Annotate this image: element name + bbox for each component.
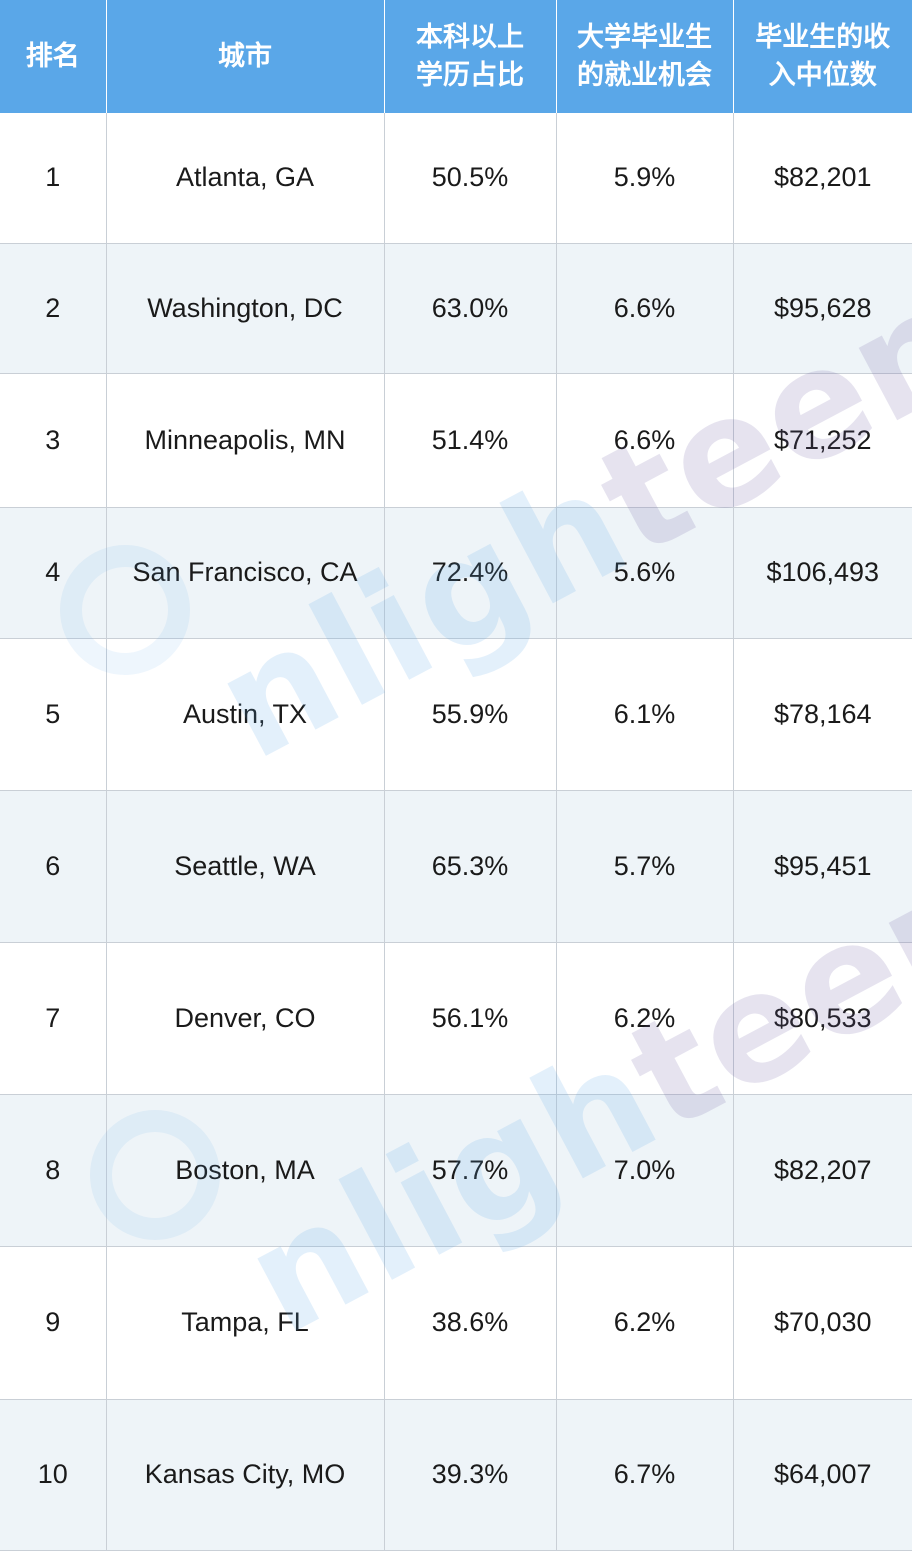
- degree-cell: 51.4%: [384, 373, 557, 508]
- table-row: 10 Kansas City, MO 39.3% 6.7% $64,007: [0, 1399, 912, 1551]
- income-cell: $78,164: [733, 638, 912, 791]
- city-cell: Seattle, WA: [106, 790, 385, 943]
- table-row: 1 Atlanta, GA 50.5% 5.9% $82,201: [0, 113, 912, 244]
- rank-cell: 6: [0, 790, 107, 943]
- degree-cell: 57.7%: [384, 1094, 557, 1247]
- city-cell: Austin, TX: [106, 638, 385, 791]
- rank-cell: 5: [0, 638, 107, 791]
- city-cell: San Francisco, CA: [106, 507, 385, 639]
- city-cell: Tampa, FL: [106, 1246, 385, 1400]
- city-cell: Minneapolis, MN: [106, 373, 385, 508]
- table-row: 5 Austin, TX 55.9% 6.1% $78,164: [0, 638, 912, 791]
- jobs-cell: 7.0%: [556, 1094, 734, 1247]
- jobs-cell: 6.1%: [556, 638, 734, 791]
- jobs-cell: 6.2%: [556, 942, 734, 1095]
- degree-cell: 65.3%: [384, 790, 557, 943]
- city-cell: Kansas City, MO: [106, 1399, 385, 1551]
- header-city: 城市: [106, 0, 385, 113]
- table-body: 1 Atlanta, GA 50.5% 5.9% $82,201 2 Washi…: [0, 113, 912, 1551]
- table-row: 8 Boston, MA 57.7% 7.0% $82,207: [0, 1094, 912, 1247]
- degree-cell: 55.9%: [384, 638, 557, 791]
- degree-cell: 50.5%: [384, 113, 557, 244]
- header-graduate-jobs: 大学毕业生 的就业机会: [556, 0, 734, 113]
- header-degree-share: 本科以上 学历占比: [384, 0, 557, 113]
- degree-cell: 56.1%: [384, 942, 557, 1095]
- jobs-cell: 6.2%: [556, 1246, 734, 1400]
- jobs-cell: 6.6%: [556, 373, 734, 508]
- income-cell: $82,201: [733, 113, 912, 244]
- jobs-cell: 5.7%: [556, 790, 734, 943]
- rank-cell: 8: [0, 1094, 107, 1247]
- rank-cell: 9: [0, 1246, 107, 1400]
- jobs-cell: 6.6%: [556, 243, 734, 374]
- income-cell: $64,007: [733, 1399, 912, 1551]
- rank-cell: 10: [0, 1399, 107, 1551]
- header-row: 排名 城市 本科以上 学历占比 大学毕业生 的就业机会 毕业生的收 入中位数: [0, 0, 912, 113]
- table-row: 7 Denver, CO 56.1% 6.2% $80,533: [0, 942, 912, 1095]
- table-row: 2 Washington, DC 63.0% 6.6% $95,628: [0, 243, 912, 374]
- degree-cell: 38.6%: [384, 1246, 557, 1400]
- rank-cell: 1: [0, 113, 107, 244]
- jobs-cell: 5.6%: [556, 507, 734, 639]
- table-row: 3 Minneapolis, MN 51.4% 6.6% $71,252: [0, 373, 912, 508]
- city-cell: Boston, MA: [106, 1094, 385, 1247]
- income-cell: $70,030: [733, 1246, 912, 1400]
- income-cell: $80,533: [733, 942, 912, 1095]
- jobs-cell: 6.7%: [556, 1399, 734, 1551]
- rank-cell: 7: [0, 942, 107, 1095]
- income-cell: $95,628: [733, 243, 912, 374]
- table-row: 4 San Francisco, CA 72.4% 5.6% $106,493: [0, 507, 912, 639]
- income-cell: $106,493: [733, 507, 912, 639]
- rank-cell: 2: [0, 243, 107, 374]
- city-cell: Atlanta, GA: [106, 113, 385, 244]
- jobs-cell: 5.9%: [556, 113, 734, 244]
- degree-cell: 72.4%: [384, 507, 557, 639]
- table-row: 6 Seattle, WA 65.3% 5.7% $95,451: [0, 790, 912, 943]
- header-median-income: 毕业生的收 入中位数: [733, 0, 912, 113]
- income-cell: $82,207: [733, 1094, 912, 1247]
- income-cell: $95,451: [733, 790, 912, 943]
- degree-cell: 63.0%: [384, 243, 557, 374]
- rank-cell: 4: [0, 507, 107, 639]
- table-header: 排名 城市 本科以上 学历占比 大学毕业生 的就业机会 毕业生的收 入中位数: [0, 0, 912, 113]
- table-row: 9 Tampa, FL 38.6% 6.2% $70,030: [0, 1246, 912, 1400]
- city-cell: Denver, CO: [106, 942, 385, 1095]
- header-rank: 排名: [0, 0, 107, 113]
- degree-cell: 39.3%: [384, 1399, 557, 1551]
- city-cell: Washington, DC: [106, 243, 385, 374]
- income-cell: $71,252: [733, 373, 912, 508]
- rank-cell: 3: [0, 373, 107, 508]
